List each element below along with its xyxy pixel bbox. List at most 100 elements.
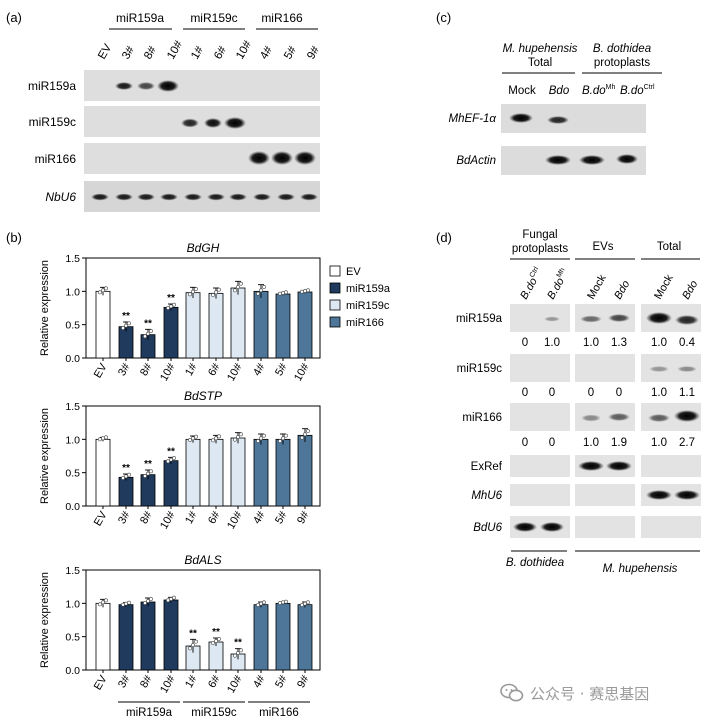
data-point [239,432,243,437]
x-tick-label: 4# [251,509,268,526]
blot-band [294,151,316,165]
bar [208,438,224,507]
plot-frame [85,569,321,671]
blot-band [616,154,638,164]
blot-band [115,82,133,90]
blot-band [608,314,630,322]
data-point [306,600,310,605]
blot-row-label: miR159a [456,313,503,325]
bar [297,434,313,507]
y-tick-label: 1.5 [65,565,80,577]
blot-band [648,414,670,422]
x-tick-label: 3# [116,361,133,378]
data-point [143,601,147,605]
data-point [239,281,243,286]
data-point [98,602,102,607]
significance-mark: ** [234,638,242,649]
bottom-group-mir166: miR166 [259,707,299,719]
x-tick-label: 1# [183,509,200,526]
blot-band [181,118,199,128]
bar [163,460,179,507]
quant-value: 1.0 [651,337,667,349]
legend-label-ev: EV [346,266,361,278]
bar [95,602,111,671]
significance-mark: ** [144,459,152,470]
data-point [121,326,125,330]
data-point [300,435,304,440]
blot-band [160,193,178,201]
panel-b: (b) BdGH Relative expression 0.0 0.5 1.0 1.5 E… [6,230,391,719]
x-tick-label: 10# [225,361,245,384]
x-tick-label: 3# [116,673,133,690]
bar-chart: BdALS Relative expression 0.0 0.5 1.0 1.5 EV 3#… [39,553,321,695]
bar [185,438,201,507]
data-point [214,290,218,295]
blot-band [544,316,560,322]
data-point [303,432,307,437]
legend-label-mir159c: miR159c [346,300,390,312]
y-tick-label: 1.0 [65,598,80,610]
blot-band [674,410,700,422]
data-point [211,641,215,645]
data-point [236,651,240,655]
panel-a-blots: miR159a miR159c miR166 NbU6 [28,70,320,212]
x-tick-label: 4# [251,361,268,378]
blot-band [646,312,672,324]
x-tick-label: 8# [138,509,155,526]
lane-label: 8# [142,44,159,62]
quant-value: 2.7 [679,437,695,449]
chart-title: BdGH [187,241,220,255]
x-tick-label: 6# [206,673,223,690]
data-point [300,289,304,294]
blot-band [248,151,270,165]
legend-swatch-mir159a [329,282,341,294]
data-point [278,291,282,296]
x-tick-label: 10# [225,509,245,532]
data-point [188,438,192,442]
data-point [124,323,128,328]
data-point [233,437,237,442]
data-point [188,292,192,297]
bar [275,293,291,359]
x-tick-label: 9# [295,509,312,526]
bar [140,474,156,507]
bar [163,599,179,671]
bar [118,476,134,507]
data-point [233,288,237,293]
data-point [188,646,192,651]
x-tick-label: 3# [116,509,133,526]
bar [95,438,111,507]
data-point [211,438,215,443]
data-point [214,639,218,643]
lane-label: 5# [282,44,299,62]
lane-label: 3# [120,44,137,62]
panel-d-lane-bdo2: Bdo [680,279,700,302]
bar-chart: BdGH Relative expression 0.0 0.5 1.0 1.5 EV ** 3… [39,241,321,384]
panel-a-label: (a) [6,10,22,25]
lane-label: 10# [234,38,254,61]
data-point [284,433,288,438]
quant-value: 1.0 [651,387,667,399]
data-point [146,331,150,336]
blot-band [253,193,271,201]
blot-strip [575,354,635,382]
quant-value: 1.0 [651,437,667,449]
blot-row-label: miR166 [35,152,77,166]
bar [118,604,134,671]
y-tick-label: 0.5 [65,632,80,644]
legend-swatch-mir159c [329,299,341,311]
blot-band [277,193,295,201]
x-tick-label: 6# [206,361,223,378]
quant-value: 1.1 [679,387,695,399]
data-point [236,285,240,289]
lane-label: 4# [258,44,275,62]
y-axis-label: Relative expression [39,260,51,356]
data-point [98,290,102,295]
panel-c-lane-bdo: Bdo [549,85,570,97]
quant-value: 0.4 [679,337,696,349]
data-point [217,637,221,641]
blot-row-label: miR159c [29,115,76,129]
chart-title: BdSTP [184,389,222,403]
blot-band [581,414,601,422]
data-point [191,436,195,441]
